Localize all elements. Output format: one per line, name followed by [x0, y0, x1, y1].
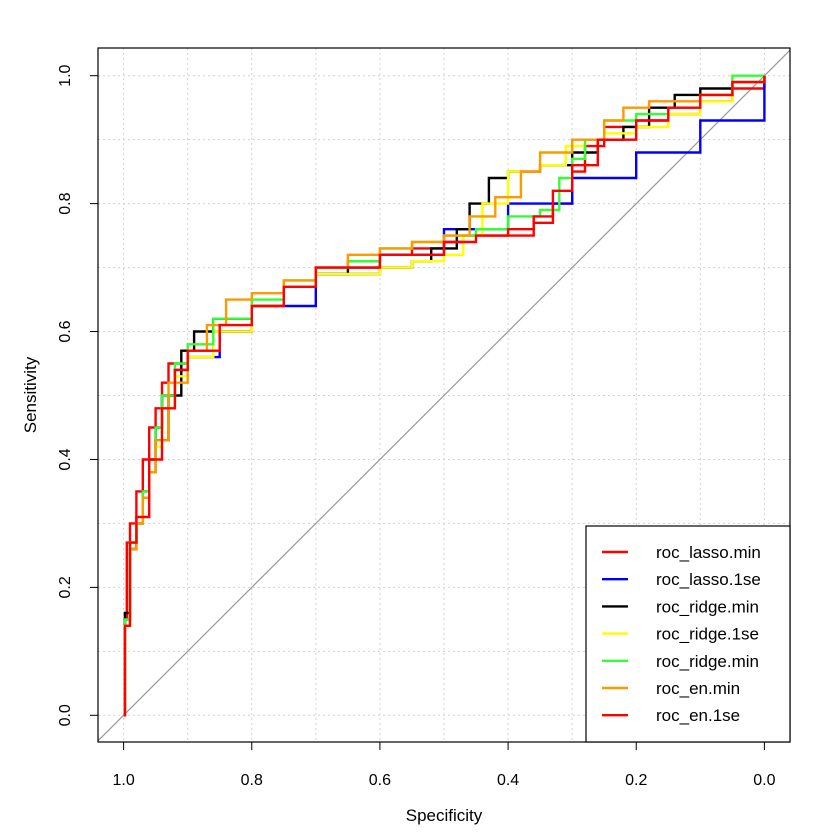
x-tick-label: 0.4: [497, 772, 519, 789]
y-tick-label: 0.6: [57, 320, 74, 342]
y-tick-label: 0.4: [57, 448, 74, 470]
y-tick-label: 1.0: [57, 64, 74, 86]
legend-label: roc_ridge.min: [656, 597, 759, 616]
x-tick-label: 0.8: [241, 772, 263, 789]
series-lines: [123, 74, 766, 717]
x-tick-label: 0.0: [753, 772, 775, 789]
legend-label: roc_lasso.min: [656, 543, 761, 562]
y-tick-label: 0.2: [57, 576, 74, 598]
legend-label: roc_ridge.1se: [656, 625, 759, 644]
legend-label: roc_ridge.min: [656, 652, 759, 671]
y-axis: 0.0 0.2 0.4 0.6 0.8 1.0: [57, 64, 98, 726]
y-axis-title: Sensitivity: [21, 356, 40, 433]
x-tick-label: 0.6: [369, 772, 391, 789]
y-tick-label: 0.0: [57, 704, 74, 726]
diagonal-reference-line: [97, 49, 791, 742]
legend: roc_lasso.minroc_lasso.1seroc_ridge.minr…: [585, 525, 791, 743]
y-tick-label: 0.8: [57, 192, 74, 214]
legend-label: roc_en.min: [656, 679, 740, 698]
series-line-roc-en-1se-6: [123, 75, 766, 717]
legend-label: roc_lasso.1se: [656, 570, 761, 589]
x-tick-label: 0.2: [625, 772, 647, 789]
x-axis: 1.0 0.8 0.6 0.4 0.2 0.0: [112, 741, 776, 789]
x-axis-title: Specificity: [406, 806, 483, 825]
legend-label: roc_en.1se: [656, 706, 740, 725]
x-tick-label: 1.0: [112, 772, 134, 789]
